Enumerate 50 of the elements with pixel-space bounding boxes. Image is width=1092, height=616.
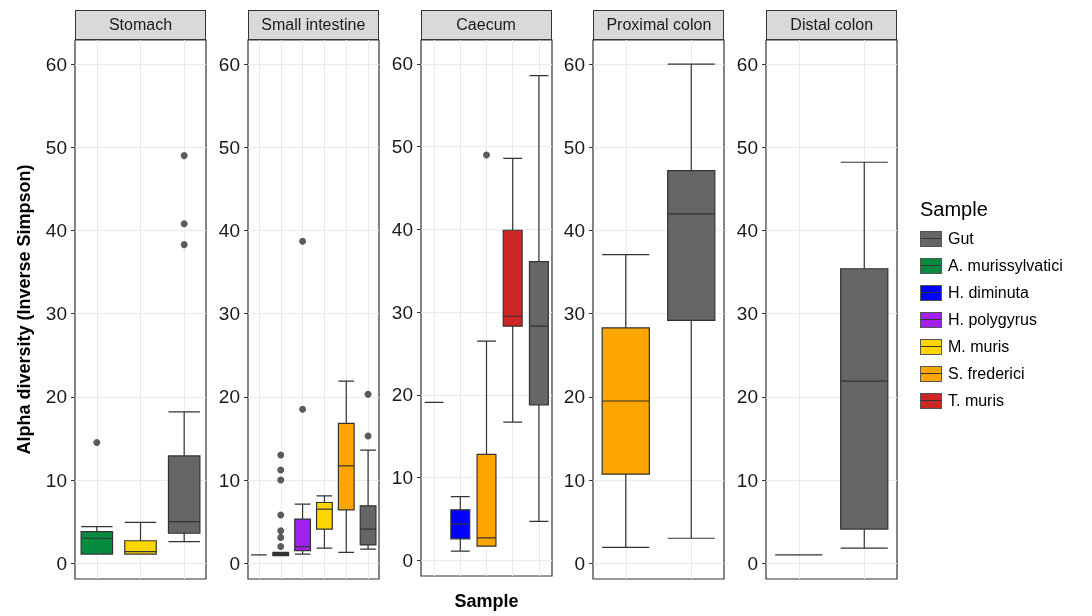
y-tick-label: 40 (45, 219, 67, 241)
y-tick-label: 30 (218, 303, 240, 325)
x-axis-title: Sample (454, 591, 519, 611)
y-tick-label: 40 (391, 218, 413, 240)
chart-title: Stomach (75, 10, 206, 40)
y-tick-label: 10 (218, 469, 240, 491)
y-tick-label: 60 (45, 53, 67, 75)
y-tick-label: 40 (564, 219, 586, 241)
y-tick-label: 30 (45, 303, 67, 325)
legend-label: S. frederici (948, 364, 1025, 383)
chart-title: Distal colon (766, 10, 898, 40)
y-tick-label: 30 (737, 303, 759, 325)
y-tick-label: 0 (747, 552, 759, 574)
y-tick-label: 60 (391, 53, 413, 75)
y-tick-label: 20 (391, 384, 413, 406)
y-tick-label: 60 (564, 53, 586, 75)
y-tick-label: 10 (737, 469, 759, 491)
y-tick-label: 50 (737, 136, 759, 158)
chart-title: Small intestine (247, 10, 379, 40)
y-tick-label: 10 (564, 469, 586, 491)
y-tick-label: 0 (574, 552, 586, 574)
y-tick-label: 50 (564, 136, 586, 158)
y-tick-label: 50 (218, 136, 240, 158)
legend-title: Sample (920, 198, 989, 221)
y-tick-label: 20 (218, 386, 240, 408)
y-axis-title: Alpha diversity (Inverse Simpson) (14, 164, 34, 455)
y-tick-label: 10 (391, 467, 413, 489)
y-tick-label: 60 (218, 53, 240, 75)
legend-label: T. muris (948, 391, 1004, 410)
legend-label: Gut (948, 229, 974, 248)
y-tick-label: 30 (564, 303, 586, 325)
y-tick-label: 0 (229, 552, 240, 574)
legend-label: M. muris (948, 337, 1010, 356)
y-tick-label: 50 (45, 136, 67, 158)
legend-label: H. diminuta (948, 283, 1029, 302)
chart-title: Proximal colon (593, 10, 725, 40)
y-tick-label: 20 (737, 386, 759, 408)
chart-title: Caecum (420, 10, 552, 40)
y-tick-label: 30 (391, 301, 413, 323)
y-tick-label: 20 (45, 386, 67, 408)
y-tick-label: 40 (737, 219, 759, 241)
legend-label: A. murissylvatici (948, 256, 1063, 275)
y-tick-label: 0 (56, 552, 67, 574)
y-tick-label: 20 (564, 386, 586, 408)
y-tick-label: 40 (218, 219, 240, 241)
y-tick-label: 0 (402, 549, 413, 571)
y-tick-label: 60 (737, 53, 759, 75)
y-tick-label: 50 (391, 136, 413, 158)
legend-label: H. polygyrus (948, 310, 1037, 329)
y-tick-label: 10 (45, 469, 67, 491)
